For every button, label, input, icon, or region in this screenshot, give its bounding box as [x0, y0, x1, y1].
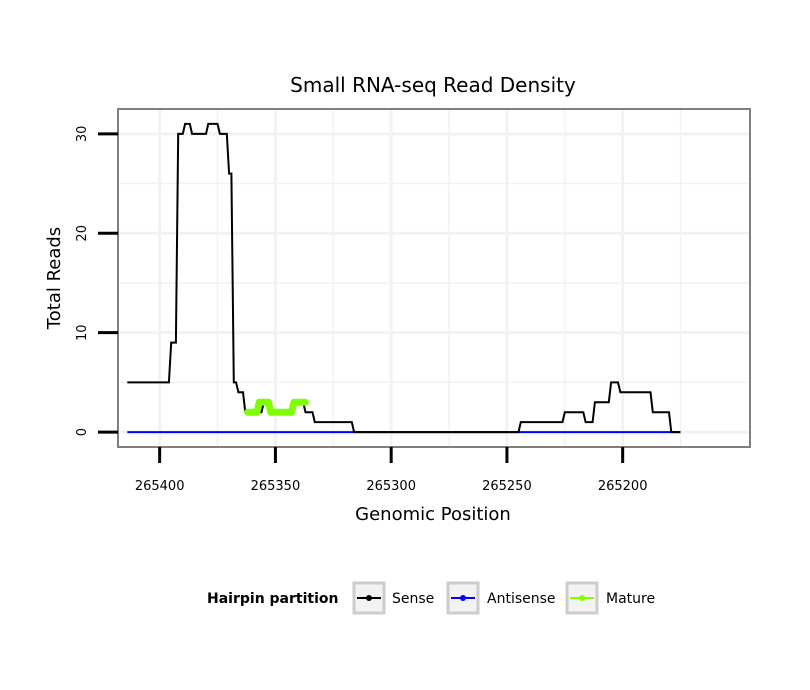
x-axis-label: Genomic Position: [355, 504, 511, 525]
x-tick-label: 265300: [366, 479, 416, 494]
y-tick-label: 30: [75, 126, 90, 143]
legend-dot-antisense: [460, 595, 466, 601]
legend-label-sense: Sense: [392, 591, 434, 607]
legend: Hairpin partition Sense Antisense Mature: [207, 581, 655, 615]
y-tick-label: 10: [75, 324, 90, 341]
legend-label-antisense: Antisense: [487, 591, 556, 607]
legend-label-mature: Mature: [606, 591, 655, 607]
legend-title: Hairpin partition: [207, 591, 338, 607]
y-tick-label: 20: [75, 225, 90, 242]
legend-dot-mature: [579, 595, 585, 601]
legend-dot-sense: [366, 595, 372, 601]
x-tick-label: 265250: [482, 479, 532, 494]
series-layer: [127, 122, 681, 434]
y-axis-label: Total Reads: [44, 227, 65, 330]
plot-border: [117, 108, 751, 448]
x-tick-label: 265400: [135, 479, 185, 494]
chart-title: Small RNA-seq Read Density: [290, 73, 576, 97]
x-axis: 265400 265350 265300 265250 265200: [135, 447, 648, 494]
x-tick-label: 265200: [598, 479, 648, 494]
y-axis: 0 10 20 30: [75, 126, 118, 436]
series-line-mature: [244, 398, 309, 416]
y-tick-label: 0: [75, 428, 90, 436]
x-tick-label: 265350: [251, 479, 301, 494]
plot-panel: [118, 109, 750, 447]
